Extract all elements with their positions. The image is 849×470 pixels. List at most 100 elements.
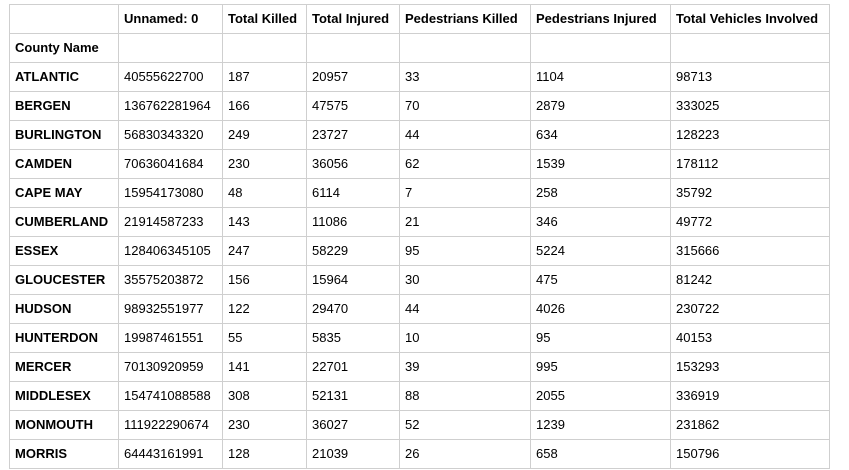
- table-cell: 98932551977: [118, 294, 223, 324]
- table-cell: 98713: [670, 62, 830, 92]
- table-cell: 11086: [306, 207, 400, 237]
- row-index-cell: MORRIS: [9, 439, 119, 469]
- column-header: Total Injured: [306, 4, 400, 34]
- table-cell: 81242: [670, 265, 830, 295]
- column-header: Total Killed: [222, 4, 307, 34]
- table-cell: 52131: [306, 381, 400, 411]
- table-cell: 36027: [306, 410, 400, 440]
- table-cell: 995: [530, 352, 671, 382]
- table-body: ATLANTIC 40555622700 187 20957 33 1104 98713 BE…: [9, 62, 830, 469]
- table-cell: 29470: [306, 294, 400, 324]
- table-cell: 52: [399, 410, 531, 440]
- table-cell: 70130920959: [118, 352, 223, 382]
- table-cell: 143: [222, 207, 307, 237]
- table-row: MERCER 70130920959 141 22701 39 995 153293: [9, 352, 830, 382]
- table-row: MONMOUTH 111922290674 230 36027 52 1239 231862: [9, 410, 830, 440]
- table-cell: 308: [222, 381, 307, 411]
- empty-header-cell: [222, 33, 307, 63]
- table-row: MIDDLESEX 154741088588 308 52131 88 2055 33691…: [9, 381, 830, 411]
- table-cell: 35575203872: [118, 265, 223, 295]
- row-index-cell: MERCER: [9, 352, 119, 382]
- table-cell: 15954173080: [118, 178, 223, 208]
- table-row: ATLANTIC 40555622700 187 20957 33 1104 98713: [9, 62, 830, 92]
- column-header: Unnamed: 0: [118, 4, 223, 34]
- table-cell: 128223: [670, 120, 830, 150]
- table-cell: 21914587233: [118, 207, 223, 237]
- table-cell: 70: [399, 91, 531, 121]
- data-table: Unnamed: 0 Total Killed Total Injured Pe…: [9, 4, 830, 469]
- table-cell: 634: [530, 120, 671, 150]
- table-cell: 1539: [530, 149, 671, 179]
- table-cell: 258: [530, 178, 671, 208]
- table-cell: 26: [399, 439, 531, 469]
- table-cell: 47575: [306, 91, 400, 121]
- table-row: MORRIS 64443161991 128 21039 26 658 150796: [9, 439, 830, 469]
- table-cell: 21: [399, 207, 531, 237]
- row-index-cell: MIDDLESEX: [9, 381, 119, 411]
- table-cell: 95: [530, 323, 671, 353]
- table-cell: 49772: [670, 207, 830, 237]
- table-cell: 39: [399, 352, 531, 382]
- empty-header-cell: [670, 33, 830, 63]
- table-cell: 150796: [670, 439, 830, 469]
- row-index-cell: CAMDEN: [9, 149, 119, 179]
- row-index-cell: CAPE MAY: [9, 178, 119, 208]
- table-cell: 36056: [306, 149, 400, 179]
- row-index-cell: ATLANTIC: [9, 62, 119, 92]
- row-index-cell: BERGEN: [9, 91, 119, 121]
- table-cell: 2055: [530, 381, 671, 411]
- column-header: [9, 4, 119, 34]
- row-index-cell: MONMOUTH: [9, 410, 119, 440]
- table-cell: 6114: [306, 178, 400, 208]
- column-header: Total Vehicles Involved: [670, 4, 830, 34]
- table-cell: 187: [222, 62, 307, 92]
- table-cell: 249: [222, 120, 307, 150]
- row-index-cell: CUMBERLAND: [9, 207, 119, 237]
- index-name-row: County Name: [9, 33, 830, 63]
- column-header-row: Unnamed: 0 Total Killed Total Injured Pe…: [9, 4, 830, 34]
- table-cell: 23727: [306, 120, 400, 150]
- table-cell: 62: [399, 149, 531, 179]
- empty-header-cell: [118, 33, 223, 63]
- row-index-cell: ESSEX: [9, 236, 119, 266]
- table-cell: 122: [222, 294, 307, 324]
- table-cell: 10: [399, 323, 531, 353]
- table-cell: 1104: [530, 62, 671, 92]
- table-cell: 44: [399, 294, 531, 324]
- row-index-cell: GLOUCESTER: [9, 265, 119, 295]
- table-cell: 156: [222, 265, 307, 295]
- table-header: Unnamed: 0 Total Killed Total Injured Pe…: [9, 4, 830, 63]
- table-cell: 128406345105: [118, 236, 223, 266]
- table-cell: 247: [222, 236, 307, 266]
- table-cell: 58229: [306, 236, 400, 266]
- table-row: BERGEN 136762281964 166 47575 70 2879 333025: [9, 91, 830, 121]
- empty-header-cell: [399, 33, 531, 63]
- index-name-header: County Name: [9, 33, 119, 63]
- table-row: BURLINGTON 56830343320 249 23727 44 634 128223: [9, 120, 830, 150]
- table-cell: 230: [222, 149, 307, 179]
- row-index-cell: BURLINGTON: [9, 120, 119, 150]
- row-index-cell: HUDSON: [9, 294, 119, 324]
- table-cell: 88: [399, 381, 531, 411]
- table-cell: 55: [222, 323, 307, 353]
- column-header: Pedestrians Injured: [530, 4, 671, 34]
- table-cell: 141: [222, 352, 307, 382]
- table-cell: 48: [222, 178, 307, 208]
- table-cell: 333025: [670, 91, 830, 121]
- table-row: ESSEX 128406345105 247 58229 95 5224 315666: [9, 236, 830, 266]
- table-row: HUNTERDON 19987461551 55 5835 10 95 40153: [9, 323, 830, 353]
- table-row: HUDSON 98932551977 122 29470 44 4026 230722: [9, 294, 830, 324]
- table-cell: 230: [222, 410, 307, 440]
- table-row: CAMDEN 70636041684 230 36056 62 1539 178112: [9, 149, 830, 179]
- table-cell: 1239: [530, 410, 671, 440]
- table-cell: 64443161991: [118, 439, 223, 469]
- table-cell: 20957: [306, 62, 400, 92]
- table-cell: 231862: [670, 410, 830, 440]
- table-row: CUMBERLAND 21914587233 143 11086 21 346 49772: [9, 207, 830, 237]
- table-cell: 336919: [670, 381, 830, 411]
- table-cell: 153293: [670, 352, 830, 382]
- table-cell: 128: [222, 439, 307, 469]
- table-cell: 19987461551: [118, 323, 223, 353]
- table-cell: 658: [530, 439, 671, 469]
